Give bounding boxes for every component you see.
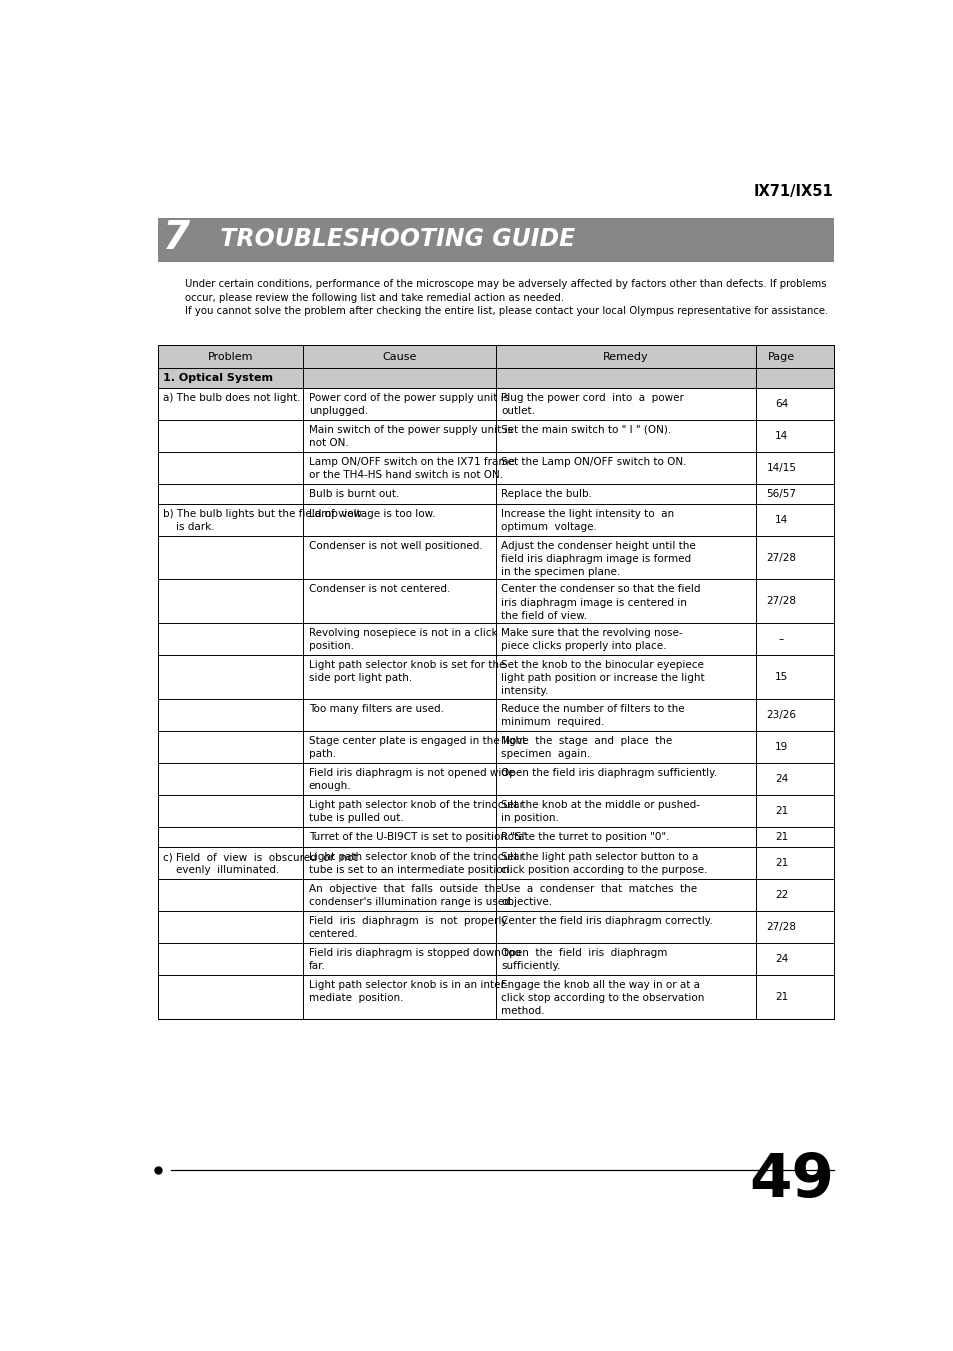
Text: Lamp voltage is too low.: Lamp voltage is too low. (309, 508, 435, 519)
Text: Center the condenser so that the field
iris diaphragm image is centered in
the f: Center the condenser so that the field i… (500, 585, 700, 620)
Text: Light path selector knob is in an inter-
mediate  position.: Light path selector knob is in an inter-… (309, 979, 507, 1002)
Text: 7: 7 (163, 219, 191, 257)
Text: Main switch of the power supply unit is
not ON.: Main switch of the power supply unit is … (309, 424, 512, 447)
Text: 21: 21 (774, 807, 787, 816)
Text: 1. Optical System: 1. Optical System (163, 373, 274, 382)
Text: IX71/IX51: IX71/IX51 (753, 184, 833, 199)
Text: Reduce the number of filters to the
minimum  required.: Reduce the number of filters to the mini… (500, 704, 684, 727)
Text: TROUBLESHOOTING GUIDE: TROUBLESHOOTING GUIDE (212, 227, 575, 251)
Text: Power cord of the power supply unit is
unplugged.: Power cord of the power supply unit is u… (309, 393, 508, 416)
Text: 24: 24 (774, 774, 787, 784)
Text: Field  iris  diaphragm  is  not  properly
centered.: Field iris diaphragm is not properly cen… (309, 916, 507, 939)
Text: 21: 21 (774, 858, 787, 867)
Text: Rotate the turret to position "0".: Rotate the turret to position "0". (500, 832, 669, 842)
Text: Too many filters are used.: Too many filters are used. (309, 704, 443, 715)
Text: 14: 14 (774, 431, 787, 440)
Text: 21: 21 (774, 832, 787, 842)
Text: Lamp ON/OFF switch on the IX71 frame
or the TH4-HS hand switch is not ON.: Lamp ON/OFF switch on the IX71 frame or … (309, 457, 514, 480)
Text: If you cannot solve the problem after checking the entire list, please contact y: If you cannot solve the problem after ch… (185, 307, 827, 316)
Text: Under certain conditions, performance of the microscope may be adversely affecte: Under certain conditions, performance of… (185, 280, 826, 289)
Text: Open  the  field  iris  diaphragm
sufficiently.: Open the field iris diaphragm sufficient… (500, 948, 667, 971)
Text: Increase the light intensity to  an
optimum  voltage.: Increase the light intensity to an optim… (500, 508, 674, 532)
Text: Light path selector knob is set for the
side port light path.: Light path selector knob is set for the … (309, 661, 504, 684)
Text: 56/57: 56/57 (765, 489, 796, 499)
Text: 22: 22 (774, 890, 787, 900)
Text: 23/26: 23/26 (765, 711, 796, 720)
Bar (158, 367, 833, 388)
Text: Set the Lamp ON/OFF switch to ON.: Set the Lamp ON/OFF switch to ON. (500, 457, 686, 466)
Text: Stage center plate is engaged in the light
path.: Stage center plate is engaged in the lig… (309, 736, 525, 759)
Text: Problem: Problem (208, 351, 253, 362)
Text: 15: 15 (774, 673, 787, 682)
Bar (158, 346, 833, 367)
Text: Page: Page (767, 351, 794, 362)
Text: Center the field iris diaphragm correctly.: Center the field iris diaphragm correctl… (500, 916, 712, 925)
Text: c) Field  of  view  is  obscured  or  not
    evenly  illuminated.: c) Field of view is obscured or not even… (163, 852, 357, 875)
Text: b) The bulb lights but the field of view
    is dark.: b) The bulb lights but the field of view… (163, 508, 362, 532)
Text: Set the knob to the binocular eyepiece
light path position or increase the light: Set the knob to the binocular eyepiece l… (500, 661, 704, 696)
Text: Set the knob at the middle or pushed-
in position.: Set the knob at the middle or pushed- in… (500, 800, 700, 823)
Text: Remedy: Remedy (602, 351, 648, 362)
Text: Cause: Cause (382, 351, 416, 362)
Text: Set the main switch to " I " (ON).: Set the main switch to " I " (ON). (500, 424, 671, 435)
Text: occur, please review the following list and take remedial action as needed.: occur, please review the following list … (185, 293, 563, 303)
Text: Move  the  stage  and  place  the
specimen  again.: Move the stage and place the specimen ag… (500, 736, 672, 759)
Text: Adjust the condenser height until the
field iris diaphragm image is formed
in th: Adjust the condenser height until the fi… (500, 540, 696, 577)
Text: Open the field iris diaphragm sufficiently.: Open the field iris diaphragm sufficient… (500, 769, 717, 778)
Text: Plug the power cord  into  a  power
outlet.: Plug the power cord into a power outlet. (500, 393, 683, 416)
Text: 64: 64 (774, 399, 787, 409)
Text: Use  a  condenser  that  matches  the
objective.: Use a condenser that matches the objecti… (500, 884, 697, 907)
Text: 27/28: 27/28 (765, 596, 796, 607)
Text: a) The bulb does not light.: a) The bulb does not light. (163, 393, 300, 403)
Text: 14: 14 (774, 515, 787, 524)
Text: Bulb is burnt out.: Bulb is burnt out. (309, 489, 398, 499)
Text: 27/28: 27/28 (765, 921, 796, 932)
Text: Condenser is not centered.: Condenser is not centered. (309, 585, 450, 594)
Text: Field iris diaphragm is stopped down too
far.: Field iris diaphragm is stopped down too… (309, 948, 520, 971)
Text: Light path selector knob of the trinocular
tube is pulled out.: Light path selector knob of the trinocul… (309, 800, 523, 823)
Text: 27/28: 27/28 (765, 553, 796, 562)
Text: 14/15: 14/15 (765, 462, 796, 473)
Bar (158, 218, 833, 262)
Text: –: – (778, 635, 783, 644)
Text: Engage the knob all the way in or at a
click stop according to the observation
m: Engage the knob all the way in or at a c… (500, 979, 704, 1016)
Text: 49: 49 (748, 1151, 833, 1210)
Text: Make sure that the revolving nose-
piece clicks properly into place.: Make sure that the revolving nose- piece… (500, 628, 682, 651)
Text: Revolving nosepiece is not in a click
position.: Revolving nosepiece is not in a click po… (309, 628, 497, 651)
Text: 24: 24 (774, 954, 787, 963)
Text: 19: 19 (774, 742, 787, 753)
Text: An  objective  that  falls  outside  the
condenser's illumination range is used.: An objective that falls outside the cond… (309, 884, 514, 907)
Text: Light path selector knob of the trinocular
tube is set to an intermediate positi: Light path selector knob of the trinocul… (309, 852, 523, 875)
Text: Turret of the U-BI9CT is set to position "S".: Turret of the U-BI9CT is set to position… (309, 832, 529, 842)
Text: Field iris diaphragm is not opened wide
enough.: Field iris diaphragm is not opened wide … (309, 769, 514, 792)
Text: Condenser is not well positioned.: Condenser is not well positioned. (309, 540, 482, 551)
Text: 21: 21 (774, 992, 787, 1002)
Text: Set the light path selector button to a
click position according to the purpose.: Set the light path selector button to a … (500, 852, 707, 875)
Text: Replace the bulb.: Replace the bulb. (500, 489, 592, 499)
